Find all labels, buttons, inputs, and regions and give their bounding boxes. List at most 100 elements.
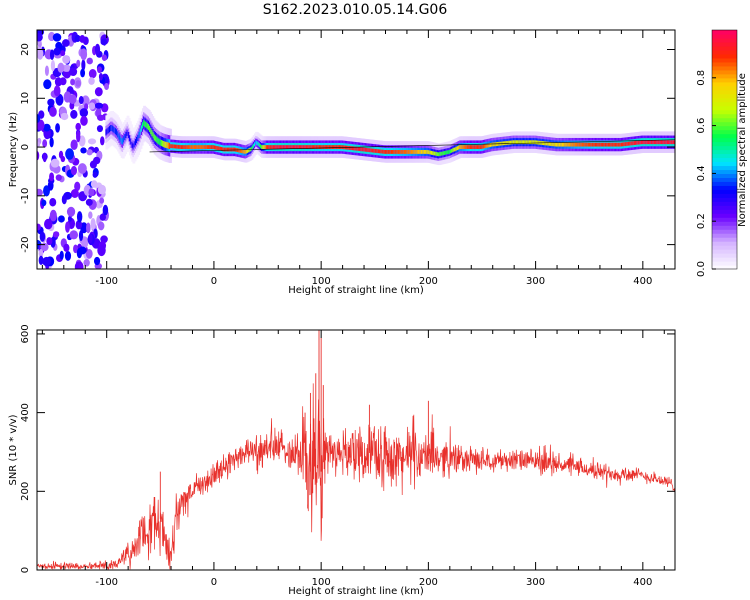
noise-blob [78,96,84,105]
colorbar-cell [712,73,737,79]
colorbar-cell [712,181,737,186]
noise-blob [65,148,74,160]
noise-blob [93,256,101,266]
noise-blob [55,174,62,181]
colorbar-cell [712,77,737,83]
colorbar-frame [711,29,738,270]
colorbar-cell [712,129,737,135]
colorbar-cell [712,45,737,51]
noise-blob [76,130,81,143]
colorbar-cell [712,189,737,194]
noise-blob [60,112,69,121]
noise-blob [100,38,108,46]
noise-blob [42,256,51,267]
spectrogram-xtick-label: 200 [419,276,438,287]
noise-blob [78,230,84,242]
noise-blob [80,48,88,61]
snr-xtick-label: 0 [211,577,217,588]
snr-ytick-label: 200 [20,482,31,501]
colorbar-cell [712,233,737,238]
snr-xtick-label: 400 [633,577,652,588]
colorbar-cell [712,81,737,87]
noise-blob [37,114,41,123]
snr-ytick-label: 400 [20,403,31,422]
colorbar-cell [712,113,737,119]
noise-blob [97,221,105,231]
colorbar-cell [712,37,737,43]
spectrogram-ytick-label: -20 [20,236,31,252]
noise-blob [53,85,61,97]
noise-blob [44,218,53,230]
noise-blob [88,211,93,219]
noise-blob [50,158,60,168]
noise-blob [86,149,93,156]
noise-blob [70,165,78,176]
noise-blob [62,64,71,72]
snr-ytick-label: 0 [20,567,31,573]
noise-blob [86,222,91,234]
noise-blob [78,135,86,147]
noise-blob [81,95,90,107]
spectrogram-xtick-label: 100 [312,276,331,287]
colorbar-cell [712,93,737,99]
colorbar-cell [712,209,737,214]
colorbar-tick-label: 0.6 [696,118,707,134]
noise-blob [80,115,88,126]
noise-blob [70,78,75,86]
colorbar-cell [712,193,737,198]
colorbar-cell [712,33,737,39]
noise-blob [69,67,78,76]
noise-blob [59,77,67,86]
noise-blob [94,43,101,55]
noise-blob [85,248,93,259]
noise-blob [60,155,66,163]
snr-xtick-label: 300 [526,577,545,588]
noise-blob [76,59,81,68]
colorbar-cell [712,125,737,131]
colorbar-cell [712,245,737,250]
colorbar-cell [712,61,737,67]
noise-blob [97,66,102,74]
noise-blob [99,213,107,221]
colorbar-cell [712,253,737,258]
noise-blob [52,33,62,42]
noise-blob [70,189,79,198]
colorbar-cell [712,101,737,107]
colorbar-cell [712,257,737,262]
noise-blob [49,137,54,148]
snr-ylabel: SNR (10 * v/v) [8,414,19,485]
colorbar-cell [712,165,737,171]
colorbar-cell [712,185,737,190]
noise-blob [70,109,78,119]
ridge-segment [672,140,675,145]
noise-blob [88,102,96,110]
noise-blob [37,119,45,131]
snr-ytick-label: 600 [20,324,31,343]
noise-blob [98,72,103,81]
colorbar-cell [712,241,737,246]
noise-blob [43,123,51,132]
noise-blob [97,114,105,121]
noise-blob [37,188,43,197]
noise-blob [49,172,55,182]
colorbar-cell [712,213,737,218]
colorbar-cell [712,137,737,143]
noise-blob [37,141,41,148]
noise-blob [49,209,57,222]
colorbar-cell [712,237,737,242]
colorbar-label: Normalized spectral amplitude [737,73,748,227]
colorbar-cell [712,57,737,63]
colorbar-cell [712,133,737,139]
noise-blob [52,231,60,238]
noise-blob [94,102,104,109]
noise-blob [57,62,65,73]
colorbar-cell [712,221,737,226]
colorbar-cell [712,97,737,103]
colorbar-cell [712,89,737,95]
colorbar-cell [712,153,737,159]
noise-blob [75,80,81,87]
noise-blob [63,243,70,252]
noise-blob [102,204,109,216]
noise-blob [97,184,107,195]
